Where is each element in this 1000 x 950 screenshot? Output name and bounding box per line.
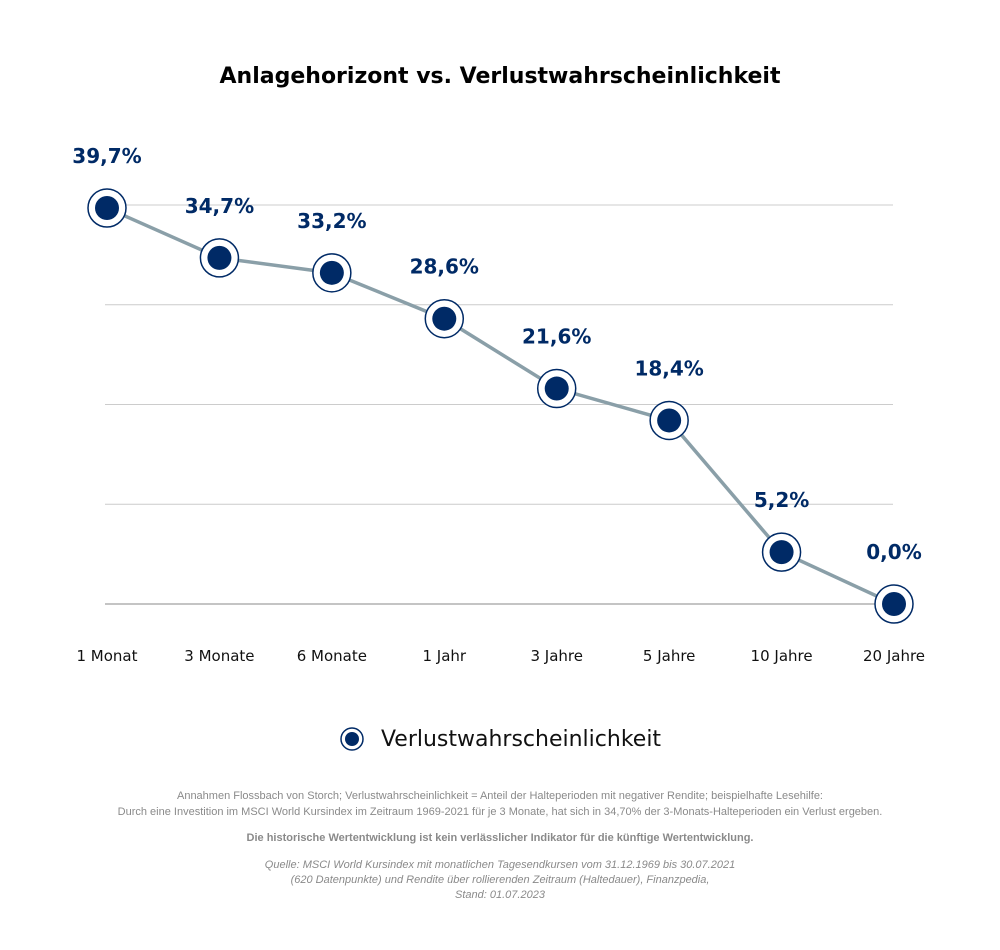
x-tick-label: 3 Monate (184, 647, 254, 665)
data-point (432, 306, 457, 331)
legend-marker-icon (340, 727, 364, 751)
legend-label: Verlustwahrscheinlichkeit (380, 726, 662, 752)
x-tick-label: 5 Jahre (643, 647, 696, 665)
source-line: Quelle: MSCI World Kursindex mit monatli… (264, 859, 736, 871)
data-label: 39,7% (72, 144, 141, 168)
data-point (95, 195, 119, 220)
x-tick-label: 10 Jahre (751, 647, 813, 665)
x-tick-label: 1 Jahr (422, 647, 466, 665)
data-point (544, 376, 569, 401)
source-line: (620 Datenpunkte) und Rendite über rolli… (290, 874, 710, 886)
x-tick-label: 3 Jahre (530, 647, 583, 665)
data-label: 33,2% (297, 209, 366, 233)
disclaimer: Die historische Wertentwicklung ist kein… (246, 832, 754, 844)
x-tick-label: 20 Jahre (863, 647, 925, 665)
data-label: 34,7% (185, 194, 254, 218)
x-tick-label: 1 Monat (76, 647, 137, 665)
legend: Verlustwahrscheinlichkeit (0, 726, 1000, 752)
data-point (657, 408, 682, 433)
x-tick-label: 6 Monate (297, 647, 367, 665)
data-label: 28,6% (410, 255, 479, 279)
data-label: 21,6% (522, 325, 591, 349)
footnotes: Annahmen Flossbach von Storch; Verlustwa… (0, 788, 1000, 903)
data-point (882, 592, 906, 616)
data-label: 5,2% (754, 488, 809, 512)
data-point (207, 245, 232, 270)
chart-title: Anlagehorizont vs. Verlustwahrscheinlich… (219, 64, 781, 89)
line-chart: 1 Monat 3 Monate 6 Monate 1 Jahr 3 Jahre 5 Ja… (72, 144, 925, 665)
data-label: 0,0% (866, 540, 921, 564)
note-line: Durch eine Investition im MSCI World Kur… (117, 806, 883, 818)
data-point (319, 260, 344, 285)
data-point (769, 540, 794, 565)
data-label: 18,4% (634, 356, 703, 380)
source-line: Stand: 01.07.2023 (455, 889, 545, 901)
note-line: Annahmen Flossbach von Storch; Verlustwa… (176, 790, 823, 802)
